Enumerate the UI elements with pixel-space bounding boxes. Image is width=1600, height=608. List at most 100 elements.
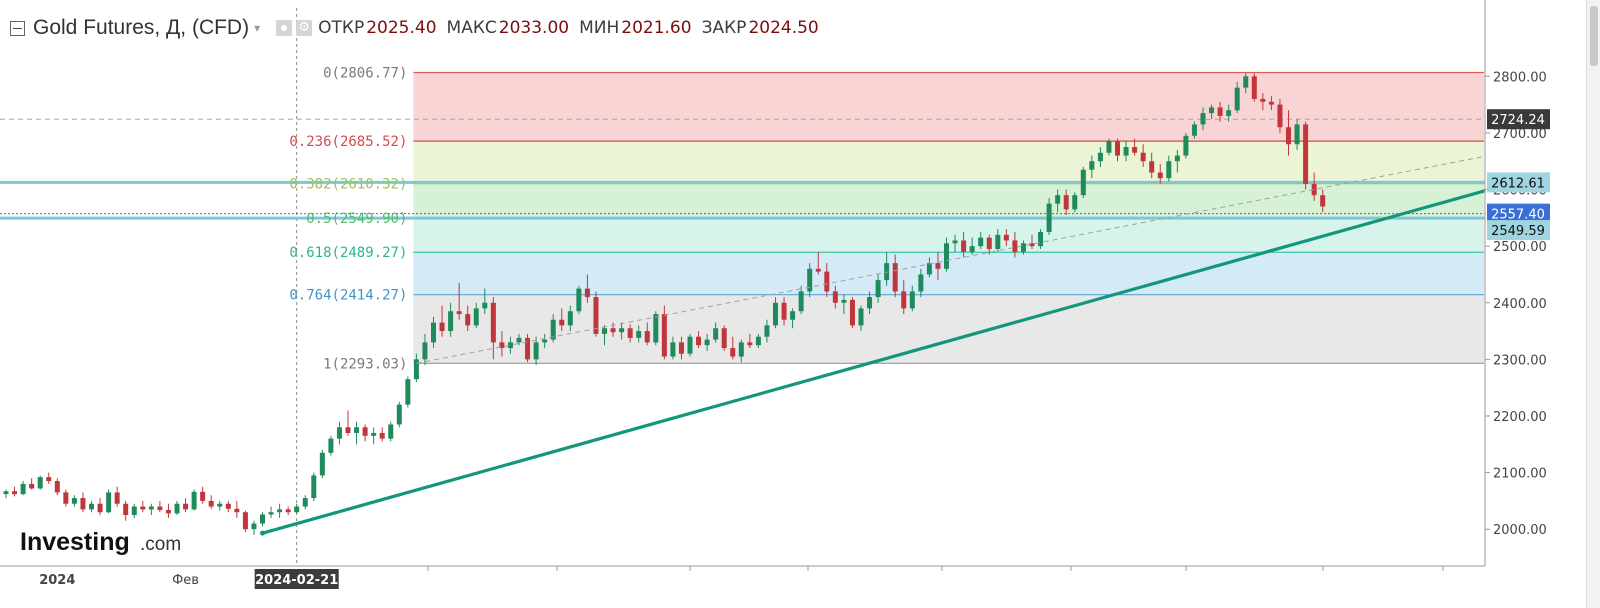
candle-body xyxy=(465,314,471,326)
candle-body xyxy=(208,500,214,507)
candle-body xyxy=(790,311,796,320)
horizontal-lines xyxy=(0,118,1485,220)
candle-body xyxy=(670,342,676,357)
candle-body xyxy=(755,336,761,346)
y-tick-label: 2100.00 xyxy=(1493,467,1547,482)
candle-body xyxy=(678,342,684,354)
price-tag: 2612.61 xyxy=(1491,176,1545,191)
vertical-scrollbar[interactable] xyxy=(1586,0,1600,608)
scrollbar-thumb[interactable] xyxy=(1590,6,1598,66)
candle-body xyxy=(661,314,667,357)
candle-body xyxy=(738,342,744,357)
high-label: МАКС xyxy=(446,18,497,38)
gear-icon[interactable]: ⚙ xyxy=(296,20,313,36)
candle-body xyxy=(619,328,625,333)
candle-body xyxy=(12,491,18,495)
candle-body xyxy=(71,498,77,504)
candle-body xyxy=(832,291,838,303)
candle-body xyxy=(1055,195,1061,204)
close-label: ЗАКР xyxy=(701,18,747,38)
price-tag-bg xyxy=(1487,220,1550,241)
low-label: МИН xyxy=(579,18,620,38)
candle-body xyxy=(89,503,94,510)
fib-zone xyxy=(413,141,1484,184)
candle-body xyxy=(764,325,770,337)
candle-body xyxy=(260,514,265,524)
candle-body xyxy=(345,427,351,433)
candle-body xyxy=(858,308,864,326)
candle-body xyxy=(251,523,257,530)
candle-body xyxy=(1311,183,1317,196)
candle-body xyxy=(439,322,445,332)
candle-body xyxy=(499,342,505,349)
candle-body xyxy=(798,291,804,312)
x-tick-label: Фев xyxy=(172,573,199,588)
candle-body xyxy=(507,342,513,349)
candle-body xyxy=(80,498,86,510)
candle-body xyxy=(525,337,531,360)
candle-body xyxy=(653,314,659,343)
candle-body xyxy=(1157,172,1163,179)
candle-body xyxy=(636,331,642,338)
fib-zone xyxy=(413,294,1484,364)
candle-body xyxy=(1277,104,1283,128)
candle-body xyxy=(1234,87,1240,111)
candle-body xyxy=(362,427,368,436)
y-tick-label: 2400.00 xyxy=(1493,297,1547,312)
y-tick-label: 2800.00 xyxy=(1493,70,1547,85)
support-trendline xyxy=(262,167,1563,535)
candle-body xyxy=(1294,124,1300,145)
candle-body xyxy=(1251,76,1257,99)
crosshair-date-label: 2024-02-21 xyxy=(255,573,338,588)
candle-body xyxy=(1149,161,1155,173)
x-tick-label: 2024 xyxy=(39,573,75,588)
candle-body xyxy=(413,359,419,380)
candle-body xyxy=(721,328,727,349)
candle-body xyxy=(1140,152,1146,162)
candle-body xyxy=(815,268,821,272)
candle-body xyxy=(473,308,479,326)
watermark-suffix: .com xyxy=(140,534,181,555)
candle-body xyxy=(268,512,274,515)
candle-body xyxy=(986,237,992,249)
candle-body xyxy=(1020,243,1026,252)
chevron-down-icon[interactable]: ▾ xyxy=(254,21,261,35)
candle-body xyxy=(3,491,9,495)
candle-body xyxy=(687,336,693,354)
high-value: 2033.00 xyxy=(498,18,570,38)
candle-body xyxy=(576,288,582,312)
candle-body xyxy=(704,339,710,346)
candle-body xyxy=(1063,195,1069,210)
candle-body xyxy=(1166,161,1172,179)
price-axis: 2000.00 2100.00 2200.00 2300.00 2400.00 2500.… xyxy=(1484,0,1586,608)
candle-body xyxy=(1217,107,1223,116)
fib-label: 0(2806.77) xyxy=(323,65,407,81)
candle-body xyxy=(978,237,984,247)
candle-body xyxy=(533,342,539,360)
candle-body xyxy=(1209,107,1215,114)
candle-body xyxy=(747,342,753,346)
candle-body xyxy=(961,240,967,252)
visibility-icon[interactable] xyxy=(276,20,293,36)
candles xyxy=(3,72,1326,535)
candle-body xyxy=(29,483,35,489)
candle-body xyxy=(20,483,26,495)
candle-body xyxy=(302,498,308,507)
candle-body xyxy=(995,234,1001,249)
symbol-title[interactable]: Gold Futures, Д, (CFD) xyxy=(33,16,250,39)
open-label: ОТКР xyxy=(318,18,365,38)
candle-body xyxy=(354,427,360,433)
investing-watermark: Investing .com xyxy=(20,528,181,556)
candle-body xyxy=(841,299,847,303)
candle-body xyxy=(867,297,873,309)
collapse-icon[interactable] xyxy=(10,20,25,36)
price-tag-current-bg xyxy=(1487,203,1550,224)
candle-body xyxy=(456,311,462,315)
candle-body xyxy=(482,302,488,309)
candle-body xyxy=(584,288,590,298)
y-tick-label: 2200.00 xyxy=(1493,410,1547,425)
candle-body xyxy=(174,503,180,514)
candle-body xyxy=(1260,98,1266,102)
candle-body xyxy=(1089,161,1095,170)
